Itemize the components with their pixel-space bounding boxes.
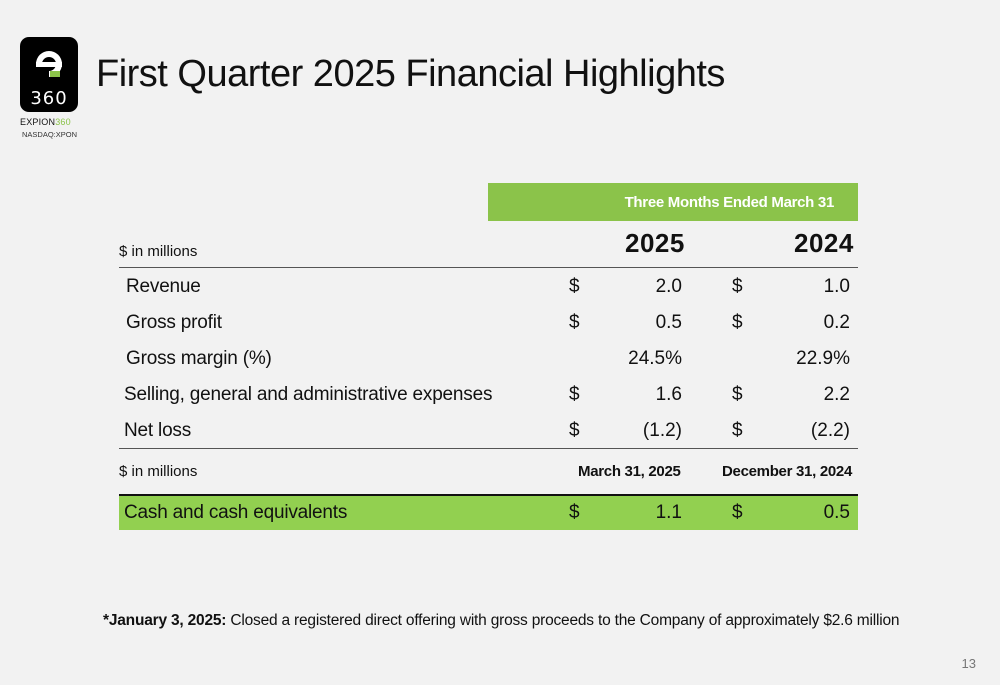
page-title: First Quarter 2025 Financial Highlights xyxy=(96,53,725,95)
dollar-sign: $ xyxy=(569,384,580,405)
date-header-december: December 31, 2024 xyxy=(722,463,852,480)
page-number: 13 xyxy=(961,656,976,671)
balance-unit-label: $ in millions xyxy=(119,463,198,480)
gross-margin-2024: 22.9% xyxy=(796,348,850,369)
dollar-sign: $ xyxy=(569,276,580,297)
footnote-lead: *January 3, 2025: xyxy=(103,612,227,629)
logo-brand-main: EXPION xyxy=(20,117,56,127)
dollar-sign: $ xyxy=(732,312,743,333)
dollar-sign: $ xyxy=(569,502,580,523)
gross-profit-2024: 0.2 xyxy=(823,312,850,333)
dollar-sign: $ xyxy=(732,276,743,297)
logo-360-text: 360 xyxy=(30,88,67,109)
footnote-text: Closed a registered direct offering with… xyxy=(226,612,900,629)
sga-2025: 1.6 xyxy=(655,384,682,405)
dollar-sign: $ xyxy=(732,420,743,441)
row-label-revenue: Revenue xyxy=(126,276,201,297)
dollar-sign: $ xyxy=(732,384,743,405)
period-header: Three Months Ended March 31 xyxy=(624,194,835,211)
logo-brand-accent: 360 xyxy=(55,117,71,127)
company-logo: 360 xyxy=(20,37,78,112)
header-divider xyxy=(119,267,858,268)
gross-profit-2025: 0.5 xyxy=(655,312,682,333)
unit-label: $ in millions xyxy=(119,243,198,260)
income-divider xyxy=(119,448,858,449)
cash-december-2024: 0.5 xyxy=(823,502,850,523)
net-loss-2025: (1.2) xyxy=(642,420,682,441)
gross-margin-2025: 24.5% xyxy=(628,348,682,369)
row-label-sga: Selling, general and administrative expe… xyxy=(124,384,493,405)
dollar-sign: $ xyxy=(569,312,580,333)
footnote: *January 3, 2025: Closed a registered di… xyxy=(103,612,900,630)
cash-row-band xyxy=(119,496,858,530)
net-loss-2024: (2.2) xyxy=(810,420,850,441)
logo-ticker: NASDAQ:XPON xyxy=(22,130,78,139)
logo-brand-name: EXPION360 xyxy=(20,117,82,127)
balance-divider xyxy=(119,494,858,496)
period-header-band: Three Months Ended March 31 xyxy=(488,183,858,221)
cash-march-2025: 1.1 xyxy=(655,502,682,523)
dollar-sign: $ xyxy=(732,502,743,523)
revenue-2025: 2.0 xyxy=(655,276,682,297)
revenue-2024: 1.0 xyxy=(823,276,850,297)
sga-2024: 2.2 xyxy=(823,384,850,405)
year-2025-header: 2025 xyxy=(625,228,685,258)
dollar-sign: $ xyxy=(569,420,580,441)
logo-mark-icon: 360 xyxy=(30,51,67,109)
date-header-march: March 31, 2025 xyxy=(578,463,681,480)
year-2024-header: 2024 xyxy=(794,228,854,258)
row-label-gross-profit: Gross profit xyxy=(126,312,222,333)
row-label-net-loss: Net loss xyxy=(124,420,192,441)
row-label-cash: Cash and cash equivalents xyxy=(124,502,348,523)
row-label-gross-margin: Gross margin (%) xyxy=(126,348,272,369)
